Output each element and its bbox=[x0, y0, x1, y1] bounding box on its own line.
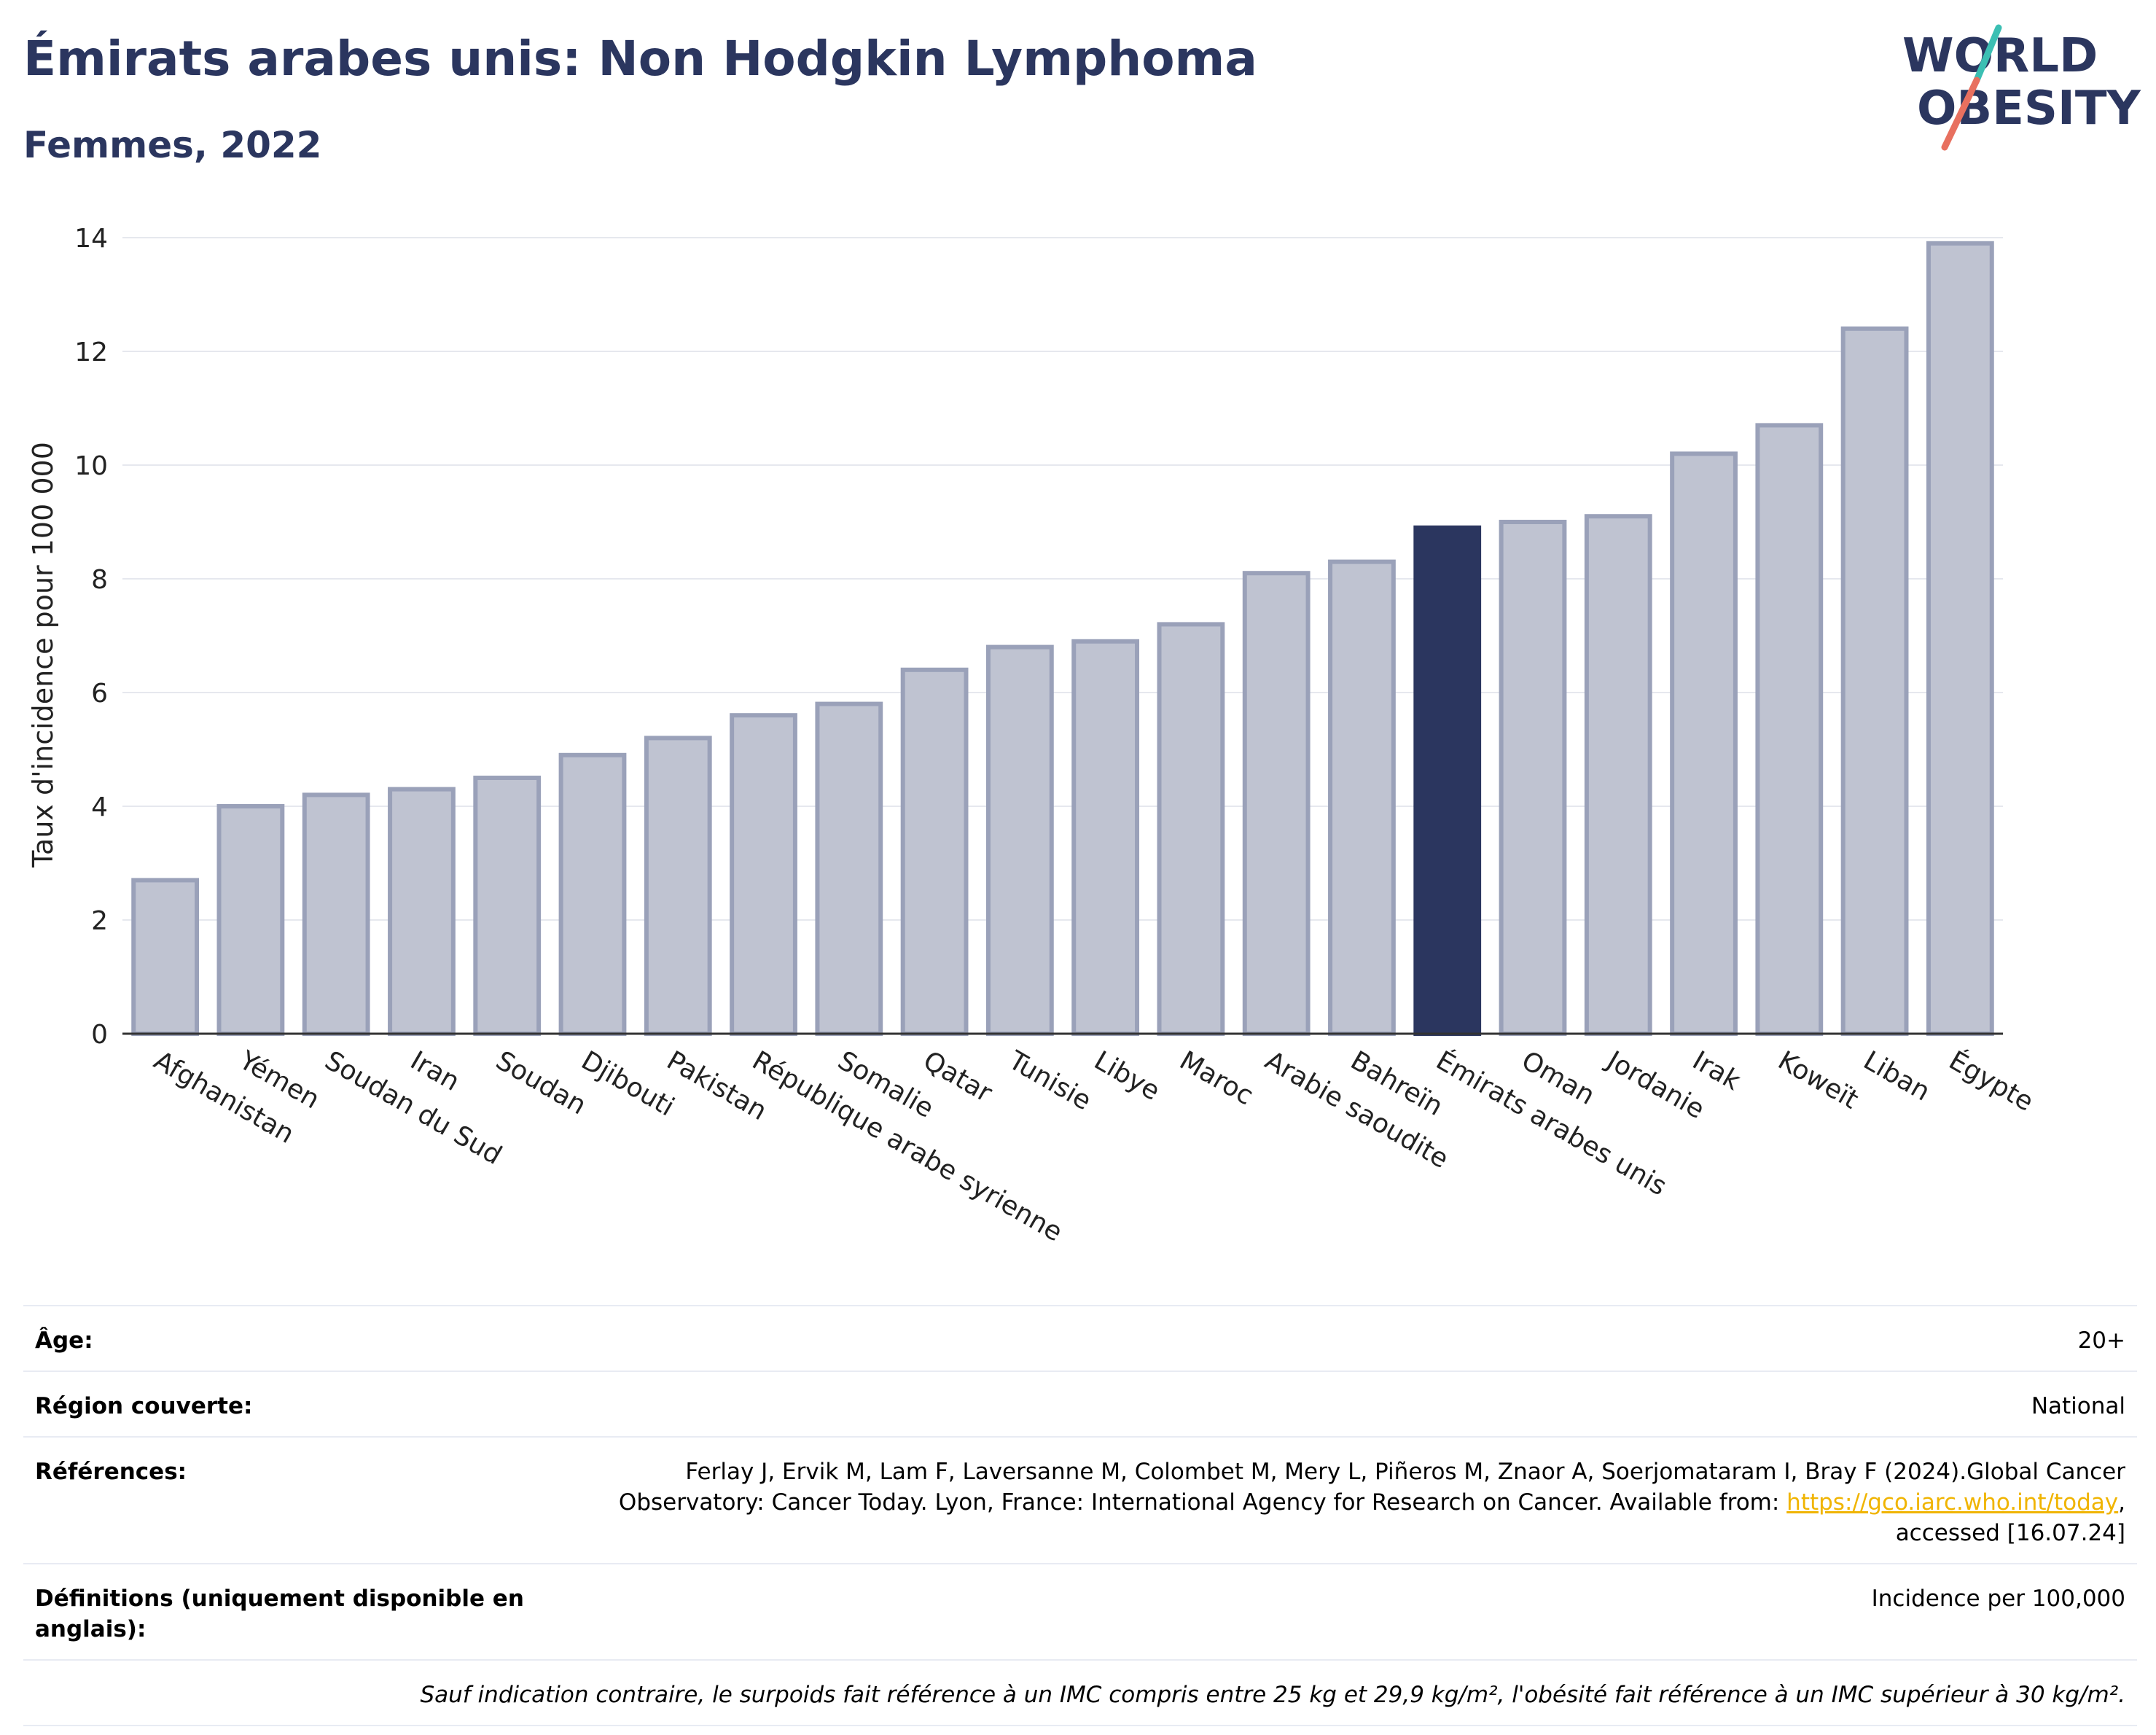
info-row-definitions: Définitions (uniquement disponible en an… bbox=[23, 1563, 2137, 1659]
bars bbox=[131, 241, 1994, 1037]
bar-highlighted bbox=[1413, 525, 1482, 1036]
y-axis-label: Taux d'incidence pour 100 000 bbox=[27, 442, 59, 868]
info-row-region: Région couverte: National bbox=[23, 1371, 2137, 1436]
references-line-1: Ferlay J, Ervik M, Lam F, Laversanne M, … bbox=[685, 1459, 2125, 1485]
y-tick-label: 2 bbox=[91, 906, 108, 936]
x-tick-label: Liban bbox=[1859, 1045, 1935, 1107]
bar bbox=[644, 736, 712, 1037]
x-tick-label: Djibouti bbox=[577, 1045, 679, 1122]
references-label: Références: bbox=[35, 1459, 187, 1485]
region-value: National bbox=[2031, 1393, 2125, 1419]
bar bbox=[1499, 520, 1567, 1036]
references-line-3: accessed [16.07.24] bbox=[1895, 1520, 2125, 1546]
references-line-2-text: Observatory: Cancer Today. Lyon, France:… bbox=[618, 1489, 1787, 1516]
references-line-2-end: , bbox=[2118, 1489, 2125, 1516]
x-tick-label: Maroc bbox=[1174, 1045, 1258, 1111]
definitions-label: Définitions (uniquement disponible en an… bbox=[35, 1586, 524, 1642]
info-row-references: Références: Ferlay J, Ervik M, Lam F, La… bbox=[23, 1436, 2137, 1563]
bar bbox=[985, 644, 1054, 1036]
region-label: Région couverte: bbox=[35, 1393, 253, 1419]
y-axis-ticks: 0 2 4 6 8 10 12 14 bbox=[74, 224, 108, 1050]
y-tick-label: 0 bbox=[91, 1020, 108, 1050]
info-row-age: Âge: 20+ bbox=[23, 1305, 2137, 1371]
chart-title: Émirats arabes unis: Non Hodgkin Lymphom… bbox=[23, 31, 1257, 87]
logo-slash-top bbox=[1973, 24, 2002, 84]
bar bbox=[131, 878, 200, 1037]
bar bbox=[1242, 571, 1311, 1036]
bar bbox=[1670, 451, 1738, 1036]
bar bbox=[815, 701, 883, 1036]
y-tick-label: 6 bbox=[91, 679, 108, 709]
bar bbox=[473, 776, 542, 1036]
bar bbox=[1840, 326, 1909, 1036]
x-tick-label: Libye bbox=[1089, 1045, 1165, 1107]
bar bbox=[1328, 559, 1396, 1036]
y-tick-label: 12 bbox=[74, 338, 108, 367]
age-value: 20+ bbox=[2077, 1327, 2125, 1354]
bar bbox=[730, 713, 797, 1036]
bar bbox=[216, 804, 285, 1036]
definitions-value: Incidence per 100,000 bbox=[1871, 1586, 2125, 1612]
y-tick-label: 10 bbox=[74, 451, 108, 481]
x-tick-label: Soudan bbox=[491, 1045, 591, 1120]
logo-text-world: WORLD bbox=[1902, 29, 2098, 83]
x-tick-label: Koweït bbox=[1773, 1045, 1863, 1115]
info-row-note: Sauf indication contraire, le surpoids f… bbox=[23, 1659, 2137, 1726]
references-value: Ferlay J, Ervik M, Lam F, Laversanne M, … bbox=[545, 1457, 2125, 1548]
chart-subtitle: Femmes, 2022 bbox=[23, 124, 322, 166]
y-tick-label: 14 bbox=[74, 224, 108, 254]
bar bbox=[1071, 639, 1140, 1036]
bar bbox=[1157, 622, 1225, 1036]
bar bbox=[1926, 241, 1994, 1036]
bar bbox=[302, 792, 370, 1037]
y-tick-label: 8 bbox=[91, 565, 108, 595]
bar bbox=[388, 787, 456, 1036]
bar bbox=[1755, 423, 1824, 1036]
references-line-2: Observatory: Cancer Today. Lyon, France:… bbox=[545, 1487, 2125, 1518]
x-tick-label: Jordanie bbox=[1601, 1045, 1709, 1125]
info-table: Âge: 20+ Région couverte: National Référ… bbox=[23, 1305, 2137, 1726]
x-tick-label: Irak bbox=[1687, 1045, 1746, 1096]
age-label: Âge: bbox=[35, 1327, 93, 1354]
footnote: Sauf indication contraire, le surpoids f… bbox=[420, 1682, 2125, 1708]
bar bbox=[900, 667, 969, 1036]
bar bbox=[1584, 514, 1652, 1036]
y-tick-label: 4 bbox=[91, 792, 108, 822]
bar bbox=[558, 752, 627, 1037]
logo-slash-bottom bbox=[1941, 77, 1980, 151]
world-obesity-logo[interactable]: WORLD OBESITY bbox=[1895, 22, 2143, 153]
x-tick-label: Tunisie bbox=[1003, 1045, 1096, 1117]
references-link[interactable]: https://gco.iarc.who.int/today bbox=[1786, 1489, 2119, 1516]
x-tick-label: Égypte bbox=[1944, 1045, 2039, 1117]
x-tick-label: Iran bbox=[405, 1045, 464, 1097]
